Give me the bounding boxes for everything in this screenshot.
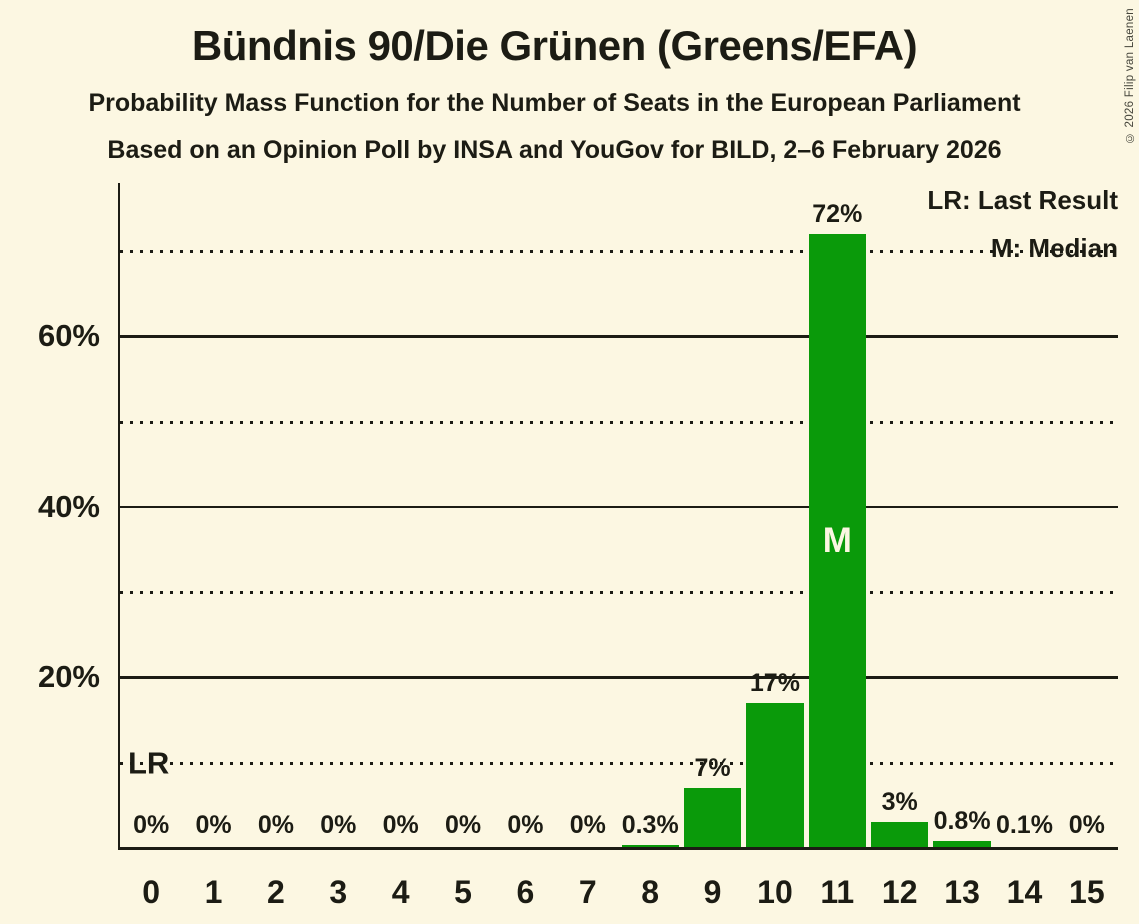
- chart-subtitle: Probability Mass Function for the Number…: [88, 89, 1021, 117]
- bar-seat-9: [683, 788, 742, 848]
- median-label: M: [822, 521, 852, 561]
- x-axis-label-7: 7: [578, 874, 597, 910]
- gridline-solid-20: [120, 676, 1118, 679]
- last-result-label: LR: [128, 745, 170, 781]
- bar-value-label-13: 0.8%: [933, 807, 991, 836]
- x-axis-label-12: 12: [881, 874, 918, 910]
- x-axis-label-3: 3: [329, 874, 348, 910]
- legend-median: M: Median: [990, 233, 1118, 263]
- bar-value-label-0: 0%: [133, 811, 170, 839]
- x-axis-label-5: 5: [454, 874, 472, 910]
- bar-value-label-8: 0.3%: [621, 811, 679, 839]
- x-axis-label-10: 10: [757, 874, 793, 910]
- bar-value-label-2: 0%: [257, 811, 294, 839]
- bar-value-label-10: 17%: [749, 669, 800, 698]
- x-axis-label-14: 14: [1006, 874, 1043, 910]
- x-axis-label-13: 13: [944, 874, 980, 910]
- bar-seat-10: [746, 703, 804, 848]
- bar-value-label-9: 7%: [694, 754, 731, 783]
- bar-seat-12: [871, 822, 929, 848]
- chart-source-line: Based on an Opinion Poll by INSA and You…: [107, 136, 1002, 164]
- x-axis-label-1: 1: [204, 874, 223, 910]
- bar-value-label-15: 0%: [1068, 811, 1105, 839]
- x-axis-label-2: 2: [267, 874, 285, 910]
- bar-value-label-4: 0%: [382, 811, 419, 839]
- bar-value-label-12: 3%: [881, 788, 918, 817]
- x-axis-label-0: 0: [142, 874, 161, 910]
- x-axis-label-6: 6: [516, 874, 535, 910]
- y-axis: [117, 183, 120, 850]
- bar-value-label-14: 0.1%: [995, 811, 1053, 839]
- bar-seat-13: [933, 841, 991, 848]
- bar-value-label-3: 0%: [320, 811, 357, 839]
- bar-seat-8: [621, 845, 679, 848]
- bar-value-label-1: 0%: [195, 811, 232, 839]
- x-axis: [117, 847, 1118, 850]
- copyright-notice: © 2026 Filip van Laenen: [1124, 8, 1136, 144]
- bar-value-label-7: 0%: [569, 811, 606, 839]
- y-axis-label-20: 20%: [37, 659, 100, 695]
- x-axis-label-11: 11: [820, 874, 855, 910]
- gridline-solid-60: [120, 335, 1118, 338]
- legend-last-result: LR: Last Result: [927, 185, 1118, 215]
- gridline-dotted-10: [120, 761, 1118, 765]
- gridline-dotted-50: [120, 420, 1118, 424]
- gridline-solid-40: [120, 505, 1118, 509]
- bar-seat-11: [808, 234, 866, 848]
- bar-value-label-5: 0%: [444, 811, 482, 839]
- plot-area: 0% 0% 0% 0% 0% 0% 0% 0% 0.3% 7% 17% 72% 3% 0.8% 0.1% 0%…: [117, 183, 1118, 850]
- bar-value-label-6: 0%: [507, 811, 544, 839]
- x-axis-label-9: 9: [703, 874, 722, 910]
- bar-value-label-11: 72%: [812, 200, 863, 229]
- gridline-dotted-70: [120, 250, 1118, 254]
- x-axis-label-4: 4: [391, 874, 410, 910]
- x-axis-label-15: 15: [1069, 874, 1105, 910]
- y-axis-label-40: 40%: [37, 488, 100, 524]
- chart-title: Bündnis 90/Die Grünen (Greens/EFA): [191, 22, 918, 69]
- gridline-dotted-30: [120, 591, 1118, 595]
- y-axis-label-60: 60%: [37, 318, 100, 354]
- x-axis-label-8: 8: [641, 874, 660, 910]
